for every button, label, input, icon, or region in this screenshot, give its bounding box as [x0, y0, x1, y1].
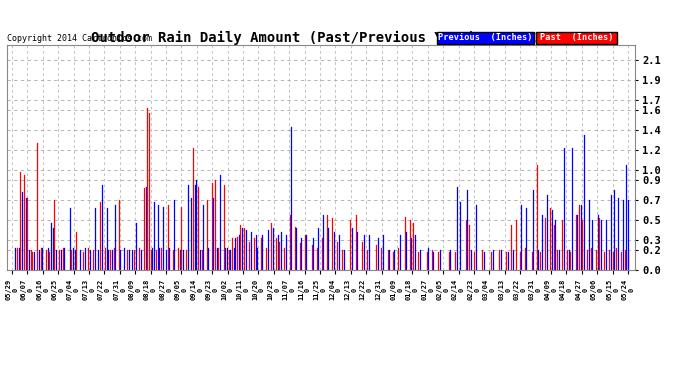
- Title: Outdoor Rain Daily Amount (Past/Previous Year) 20140529: Outdoor Rain Daily Amount (Past/Previous…: [90, 31, 551, 45]
- FancyBboxPatch shape: [535, 32, 618, 44]
- Text: Previous  (Inches): Previous (Inches): [438, 33, 533, 42]
- Text: Past  (Inches): Past (Inches): [540, 33, 613, 42]
- Text: Copyright 2014 Cartronics.com: Copyright 2014 Cartronics.com: [7, 34, 152, 43]
- FancyBboxPatch shape: [437, 32, 534, 44]
